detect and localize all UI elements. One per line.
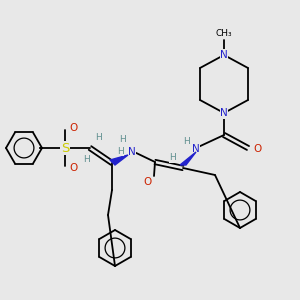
Text: H: H (118, 136, 125, 145)
Text: H: H (184, 136, 190, 146)
Text: O: O (144, 177, 152, 187)
Text: O: O (253, 144, 261, 154)
Text: O: O (69, 123, 77, 133)
Polygon shape (180, 152, 196, 165)
Text: H: H (94, 134, 101, 142)
Text: N: N (220, 108, 228, 118)
Text: H: H (82, 155, 89, 164)
Text: N: N (128, 147, 136, 157)
Text: H: H (169, 154, 176, 163)
Text: N: N (192, 144, 200, 154)
Text: N: N (220, 50, 228, 60)
Polygon shape (110, 155, 128, 165)
Text: O: O (69, 163, 77, 173)
Text: H: H (117, 146, 123, 155)
Text: CH₃: CH₃ (216, 28, 232, 38)
Text: S: S (61, 142, 69, 154)
